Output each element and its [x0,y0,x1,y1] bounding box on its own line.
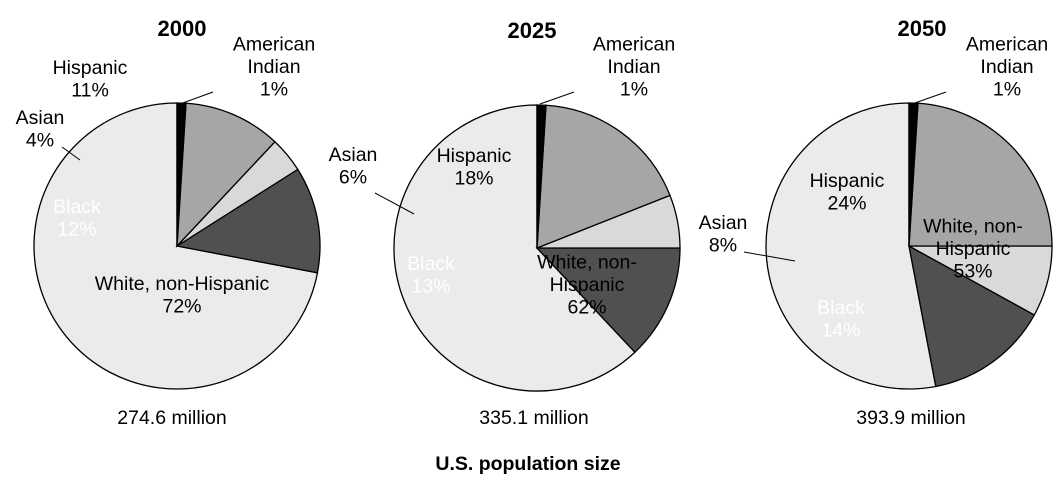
slice-label-black-line-1: Black [53,196,101,218]
slice-label-white-non-hispanic-line-2: 72% [162,295,201,317]
slice-label-white-non-hispanic-line-2: Hispanic [936,238,1011,260]
slice-label-black-line-2: 12% [57,218,96,240]
pie-slice-hispanic [536,104,671,249]
leader-line-american-indian [179,91,214,105]
slice-label-white-non-hispanic-line-2: Hispanic [550,274,625,296]
slice-label-american-indian-line-3: 1% [260,79,288,101]
pie-title: 2050 [898,16,947,41]
slice-label-american-indian-line-1: American [233,34,315,56]
leader-line-asian [61,146,81,161]
slice-label-american-indian-line-1: American [966,34,1048,56]
population-total: 393.9 million [856,407,965,429]
pie-slice-black [175,168,321,274]
slice-label-white-non-hispanic-line-1: White, non-Hispanic [95,273,270,295]
slice-label-american-indian-line-3: 1% [993,79,1021,101]
slice-label-asian-line-2: 4% [26,129,54,151]
pie-slice-white-non-hispanic [393,104,636,392]
slice-label-black-line-1: Black [407,253,455,275]
pie-slice-white-non-hispanic [765,102,937,390]
slice-label-hispanic-line-2: 24% [827,192,866,214]
slice-label-asian-line-2: 6% [339,166,367,188]
pie-slice-american-indian [536,104,547,249]
slice-label-american-indian-line-2: Indian [247,56,300,78]
slice-label-hispanic-line-1: Hispanic [810,170,885,192]
x-axis-label: U.S. population size [435,453,620,475]
pie-slice-black [908,244,1036,388]
pie-slice-hispanic [176,102,276,248]
pie-slice-white-non-hispanic [33,102,319,390]
slice-label-hispanic-line-2: 11% [71,79,109,101]
leader-line-asian [374,192,415,215]
pie-slice-black [535,247,681,354]
slice-label-asian-line-1: Asian [329,144,378,166]
pie-slice-hispanic [908,102,1053,247]
slice-label-black-line-1: Black [817,297,865,319]
slice-label-american-indian-line-2: Indian [607,56,660,78]
slice-label-american-indian-line-1: American [593,34,675,56]
slice-label-american-indian-line-3: 1% [620,79,648,101]
slice-label-black-line-2: 13% [411,275,450,297]
slice-label-white-non-hispanic-line-1: White, non- [923,216,1023,238]
population-total: 274.6 million [117,407,226,429]
slice-label-hispanic-line-2: 18% [454,167,493,189]
slice-label-asian-line-1: Asian [699,212,748,234]
pie-title: 2025 [508,18,557,43]
slice-label-hispanic-line-1: Hispanic [53,57,128,79]
population-total: 335.1 million [479,407,588,429]
slice-label-asian-line-1: Asian [16,107,65,129]
slice-label-white-non-hispanic-line-3: 62% [567,297,606,319]
slice-label-asian-line-2: 8% [709,234,737,256]
pie-title: 2000 [158,16,207,41]
leader-line-american-indian [539,91,575,105]
slice-label-hispanic-line-1: Hispanic [437,145,512,167]
slice-label-american-indian-line-2: Indian [980,56,1033,78]
slice-label-black-line-2: 14% [821,319,860,341]
leader-line-american-indian [911,91,947,105]
slice-label-white-non-hispanic-line-3: 53% [953,261,992,283]
slice-label-white-non-hispanic-line-1: White, non- [537,252,637,274]
leader-line-asian [743,251,796,262]
